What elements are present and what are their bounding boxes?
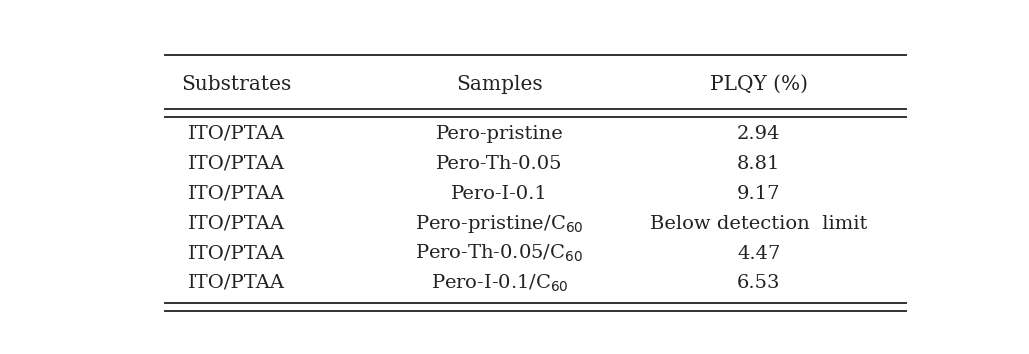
Text: 9.17: 9.17 bbox=[737, 185, 780, 203]
Text: Pero-Th-0.05/C$_{60}$: Pero-Th-0.05/C$_{60}$ bbox=[416, 243, 583, 264]
Text: Substrates: Substrates bbox=[181, 75, 291, 94]
Text: PLQY (%): PLQY (%) bbox=[710, 75, 808, 94]
Text: ITO/PTAA: ITO/PTAA bbox=[187, 185, 285, 203]
Text: Pero-Th-0.05: Pero-Th-0.05 bbox=[436, 155, 563, 173]
Text: 6.53: 6.53 bbox=[737, 274, 780, 292]
Text: 2.94: 2.94 bbox=[737, 125, 780, 143]
Text: Pero-I-0.1/C$_{60}$: Pero-I-0.1/C$_{60}$ bbox=[430, 272, 568, 293]
Text: Pero-pristine/C$_{60}$: Pero-pristine/C$_{60}$ bbox=[415, 213, 583, 235]
Text: ITO/PTAA: ITO/PTAA bbox=[187, 215, 285, 233]
Text: 4.47: 4.47 bbox=[737, 245, 780, 263]
Text: ITO/PTAA: ITO/PTAA bbox=[187, 245, 285, 263]
Text: 8.81: 8.81 bbox=[737, 155, 780, 173]
Text: ITO/PTAA: ITO/PTAA bbox=[187, 155, 285, 173]
Text: Samples: Samples bbox=[456, 75, 542, 94]
Text: Below detection  limit: Below detection limit bbox=[650, 215, 867, 233]
Text: ITO/PTAA: ITO/PTAA bbox=[187, 125, 285, 143]
Text: ITO/PTAA: ITO/PTAA bbox=[187, 274, 285, 292]
Text: Pero-I-0.1: Pero-I-0.1 bbox=[451, 185, 547, 203]
Text: Pero-pristine: Pero-pristine bbox=[435, 125, 563, 143]
